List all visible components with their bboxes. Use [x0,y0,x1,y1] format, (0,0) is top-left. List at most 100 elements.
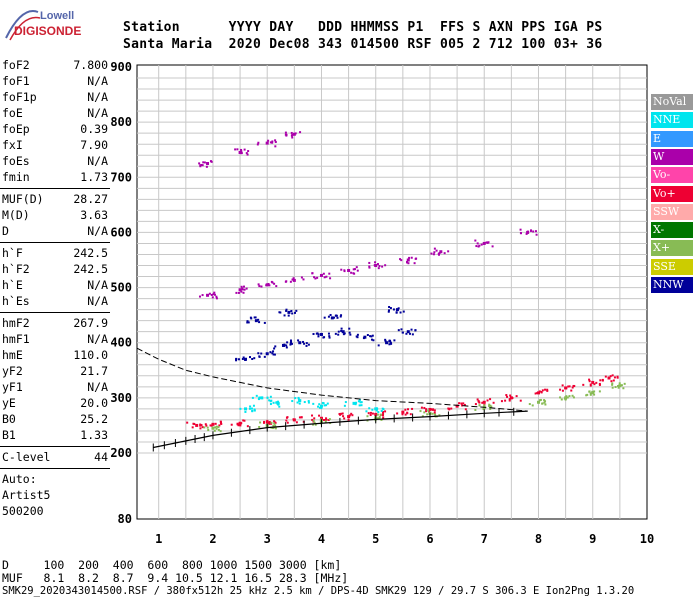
param-name: D [2,224,9,238]
data-point [248,407,251,410]
data-point [324,418,327,421]
data-point [428,407,432,411]
data-point [461,404,464,407]
param-name: yE [2,396,16,410]
data-point [323,316,326,319]
data-point [489,404,492,407]
data-point [531,404,534,407]
data-point [485,241,488,244]
data-point [431,412,434,415]
data-point [489,398,492,401]
param-row-mufd: MUF(D) 28.27 [2,192,108,208]
param-value: 242.5 [73,262,108,276]
data-point [290,342,293,345]
data-point [340,327,343,330]
param-name: hmF1 [2,332,30,346]
param-row-b0: B0 25.2 [2,412,108,428]
x-tick-label: 9 [589,532,596,545]
data-point [406,330,410,334]
param-row-fxi: fxI 7.90 [2,138,108,154]
data-point [340,329,343,332]
data-point [259,396,262,399]
data-point [262,421,265,424]
legend-item-e: E [651,130,693,147]
data-point [292,418,295,421]
data-point [215,425,218,428]
data-point [210,424,213,427]
data-point [235,359,238,362]
data-point [296,401,299,404]
param-name: foE [2,106,23,120]
param-value: 21.7 [80,364,108,378]
data-point [405,332,408,335]
data-point [269,395,272,398]
data-point [406,261,409,264]
data-point [322,336,325,339]
data-point [492,401,495,404]
y-tick-label: 900 [110,60,132,74]
data-point [277,402,280,405]
data-point [358,399,361,402]
data-point [593,383,596,386]
data-point [367,412,370,415]
data-point [286,416,289,419]
data-point [532,230,535,233]
data-point [614,386,617,389]
data-point [275,401,278,404]
data-point [400,259,403,262]
data-point [337,333,340,336]
x-tick-label: 6 [426,532,433,545]
data-point [411,333,414,336]
data-point [350,271,353,274]
data-point [340,268,343,271]
data-point [277,400,280,403]
data-point [206,426,209,429]
data-point [201,294,204,297]
data-point [198,162,201,165]
data-point [317,335,320,338]
data-point [274,421,277,424]
data-point [246,321,249,324]
data-point [251,396,254,399]
data-point [267,283,270,286]
data-point [284,280,287,283]
data-point [250,317,253,320]
data-point [291,400,294,403]
param-row-d: D N/A [2,224,108,240]
param-name: B1 [2,428,16,442]
param-name: yF1 [2,380,23,394]
data-point [235,358,238,361]
param-value: N/A [87,74,108,88]
data-point [341,412,344,415]
data-point [404,408,407,411]
data-point [198,295,201,298]
data-point [544,400,547,403]
data-point [378,265,381,268]
param-name: foEs [2,154,30,168]
data-point [595,381,598,384]
data-point [191,426,194,429]
data-point [410,256,413,259]
data-point [340,412,343,415]
data-point [265,142,268,145]
data-point [348,331,351,334]
x-tick-label: 1 [155,532,162,545]
data-point [250,407,253,410]
data-point [509,396,513,400]
data-point [591,392,594,395]
data-point [273,420,276,423]
data-point [347,268,351,272]
data-point [268,399,271,402]
data-point [616,375,619,378]
data-point [269,351,272,354]
data-point [204,423,207,426]
data-point [219,430,222,433]
data-point [236,148,239,151]
data-point [257,318,260,321]
data-point [213,291,216,294]
data-point [272,353,275,356]
data-point [409,413,412,416]
data-point [259,421,262,424]
data-point [618,384,622,388]
param-value: 0.39 [80,122,108,136]
